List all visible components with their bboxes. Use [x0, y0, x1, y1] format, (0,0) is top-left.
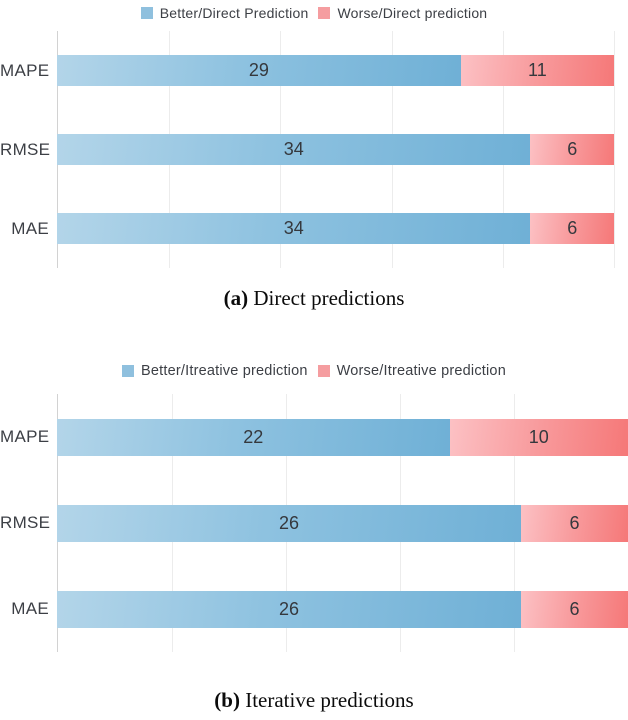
bar-segment-worse: 6	[530, 134, 614, 165]
better-series-swatch-icon	[122, 365, 135, 377]
stacked-bar: 34 6	[57, 134, 614, 165]
chart-direct-predictions: Better/Direct Prediction Worse/Direct pr…	[0, 0, 628, 311]
gridline	[614, 31, 615, 268]
chart-iterative-predictions: Better/Itreative prediction Worse/Itreat…	[0, 363, 628, 713]
bar-row-mape: MAPE 29 11	[0, 31, 628, 110]
bar-segment-better: 29	[57, 55, 461, 86]
bar-segment-worse: 6	[530, 213, 614, 244]
bar-segment-worse: 10	[449, 418, 628, 456]
stacked-bar: 22 10	[57, 418, 628, 456]
category-label: MAE	[11, 218, 49, 238]
stacked-bar: 26 6	[57, 590, 628, 628]
category-label: RMSE	[0, 139, 51, 159]
legend-label-worse: Worse/Direct prediction	[337, 5, 488, 21]
stacked-bar: 29 11	[57, 55, 614, 86]
bar-segment-better: 22	[57, 418, 450, 456]
caption-marker: (b)	[214, 688, 240, 712]
caption-text: Direct predictions	[253, 286, 405, 310]
worse-series-swatch-icon	[318, 7, 331, 19]
bar-segment-worse: 6	[520, 590, 628, 628]
legend-item-better: Better/Itreative prediction	[122, 363, 308, 379]
caption-direct: (a) Direct predictions	[0, 286, 628, 311]
plot-area-direct: MAPE 29 11 RMSE 34 6 MAE 34 6	[0, 31, 628, 268]
bar-segment-worse: 6	[520, 504, 628, 542]
legend-item-worse: Worse/Itreative prediction	[317, 363, 506, 379]
category-label: MAPE	[0, 427, 50, 446]
stacked-bar: 26 6	[57, 504, 628, 542]
bar-rows-direct: MAPE 29 11 RMSE 34 6 MAE 34 6	[0, 31, 628, 268]
bar-segment-better: 26	[57, 504, 521, 542]
legend-direct: Better/Direct Prediction Worse/Direct pr…	[0, 0, 628, 21]
bar-rows-iterative: MAPE 22 10 RMSE 26 6 MAE 26 6	[0, 394, 628, 652]
bar-segment-better: 26	[57, 590, 521, 628]
bar-row-mae: MAE 34 6	[0, 189, 628, 268]
plot-area-iterative: MAPE 22 10 RMSE 26 6 MAE 26 6	[0, 394, 628, 652]
caption-iterative: (b) Iterative predictions	[0, 688, 628, 713]
legend-iterative: Better/Itreative prediction Worse/Itreat…	[0, 363, 628, 379]
legend-label-better: Better/Direct Prediction	[159, 5, 309, 21]
category-label: RMSE	[0, 513, 51, 532]
bar-row-rmse: RMSE 26 6	[0, 480, 628, 566]
better-series-swatch-icon	[140, 7, 153, 19]
caption-text: Iterative predictions	[245, 688, 414, 712]
legend-label-better: Better/Itreative prediction	[141, 363, 308, 379]
category-label: MAE	[11, 599, 49, 618]
category-label: MAPE	[0, 60, 50, 80]
bar-row-rmse: RMSE 34 6	[0, 110, 628, 189]
bar-row-mae: MAE 26 6	[0, 566, 628, 652]
legend-item-better: Better/Direct Prediction	[140, 5, 309, 21]
legend-label-worse: Worse/Itreative prediction	[336, 363, 506, 379]
caption-marker: (a)	[223, 286, 249, 310]
bar-segment-better: 34	[57, 134, 531, 165]
legend-item-worse: Worse/Direct prediction	[318, 5, 487, 21]
bar-segment-better: 34	[57, 213, 531, 244]
worse-series-swatch-icon	[317, 365, 330, 377]
bar-row-mape: MAPE 22 10	[0, 394, 628, 480]
bar-segment-worse: 11	[460, 55, 614, 86]
stacked-bar: 34 6	[57, 213, 614, 244]
